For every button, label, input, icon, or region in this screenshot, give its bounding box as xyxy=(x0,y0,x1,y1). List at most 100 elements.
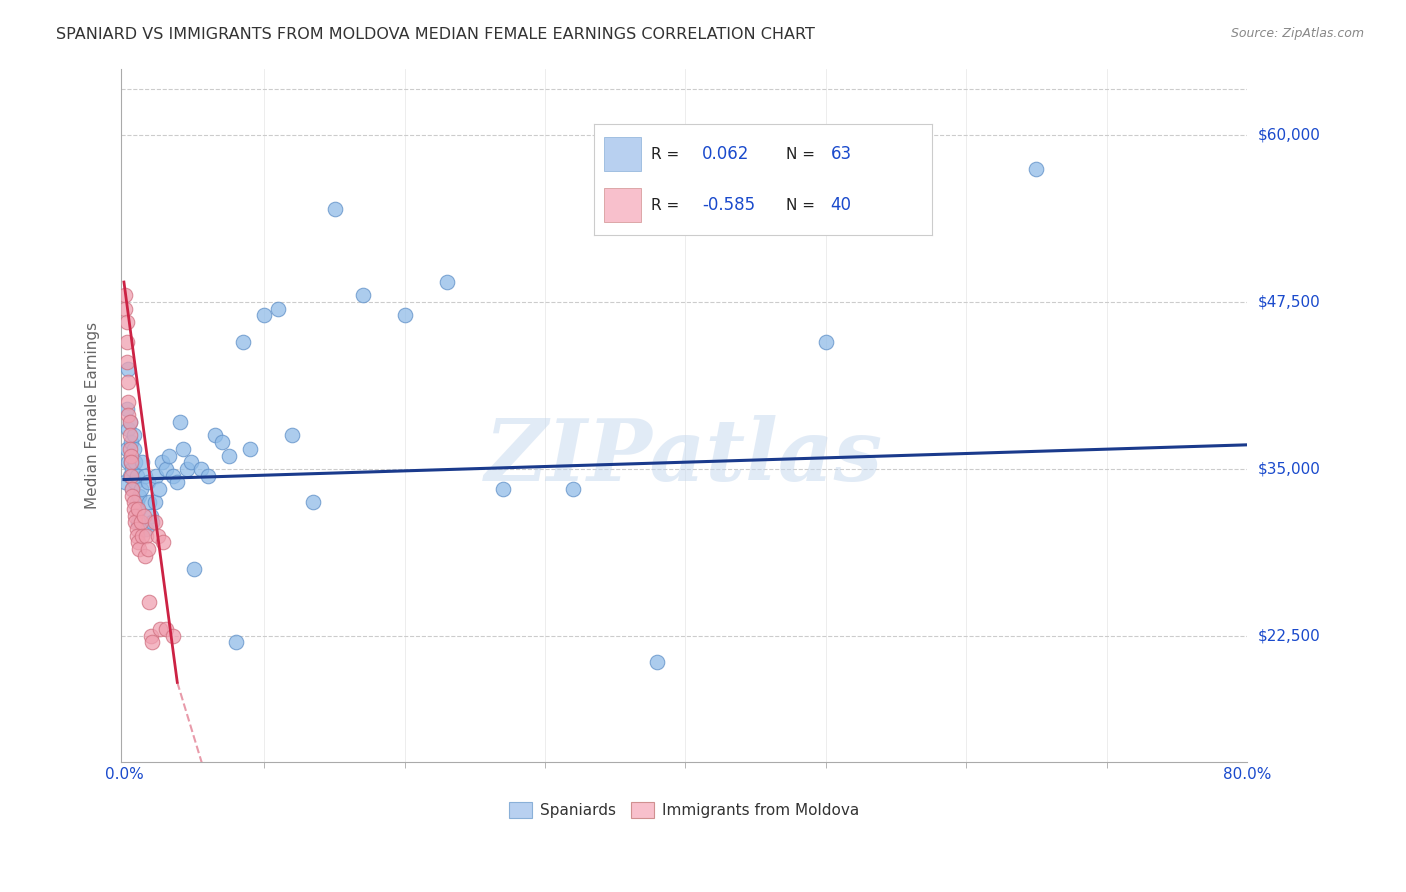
Point xyxy=(118,442,141,456)
Point xyxy=(148,482,170,496)
Point xyxy=(125,495,148,509)
Point xyxy=(114,288,136,302)
Point xyxy=(117,375,139,389)
Point xyxy=(131,455,153,469)
Point xyxy=(115,335,138,350)
Point xyxy=(253,309,276,323)
Point xyxy=(1025,161,1047,176)
Point xyxy=(180,455,202,469)
Point xyxy=(323,202,346,216)
Point xyxy=(125,522,148,536)
Point xyxy=(120,455,142,469)
Point xyxy=(124,515,146,529)
Point xyxy=(128,489,150,503)
Point xyxy=(232,335,254,350)
Point xyxy=(122,502,145,516)
Point xyxy=(139,629,162,643)
Point xyxy=(118,428,141,442)
Point xyxy=(190,462,212,476)
Point xyxy=(172,442,194,456)
Text: Source: ZipAtlas.com: Source: ZipAtlas.com xyxy=(1230,27,1364,40)
Point xyxy=(121,489,143,503)
Point xyxy=(127,502,149,516)
Point xyxy=(127,535,149,549)
Text: $47,500: $47,500 xyxy=(1258,294,1320,310)
Point xyxy=(225,635,247,649)
Point xyxy=(138,495,160,509)
Point xyxy=(115,401,138,416)
Point xyxy=(122,442,145,456)
Point xyxy=(134,549,156,563)
Point xyxy=(115,442,138,456)
Point xyxy=(143,515,166,529)
Point xyxy=(169,415,191,429)
Point xyxy=(239,442,262,456)
Point xyxy=(138,595,160,609)
Point xyxy=(211,435,233,450)
Point xyxy=(118,415,141,429)
Point xyxy=(129,482,152,496)
Point xyxy=(121,462,143,476)
Text: SPANIARD VS IMMIGRANTS FROM MOLDOVA MEDIAN FEMALE EARNINGS CORRELATION CHART: SPANIARD VS IMMIGRANTS FROM MOLDOVA MEDI… xyxy=(56,27,815,42)
Point xyxy=(394,309,416,323)
Point xyxy=(120,449,142,463)
Point xyxy=(647,656,669,670)
Point xyxy=(115,355,138,369)
Point xyxy=(124,508,146,523)
Text: $60,000: $60,000 xyxy=(1258,128,1322,143)
Point xyxy=(118,468,141,483)
Point xyxy=(218,449,240,463)
Point xyxy=(135,528,157,542)
Point xyxy=(124,475,146,490)
Point xyxy=(121,482,143,496)
Legend: Spaniards, Immigrants from Moldova: Spaniards, Immigrants from Moldova xyxy=(503,796,865,824)
Point xyxy=(204,428,226,442)
Point xyxy=(122,428,145,442)
Point xyxy=(127,515,149,529)
Text: ZIPatlas: ZIPatlas xyxy=(485,416,883,499)
Point xyxy=(139,508,162,523)
Point xyxy=(150,455,173,469)
Point xyxy=(114,475,136,490)
Point xyxy=(302,495,325,509)
Point xyxy=(120,455,142,469)
Text: $22,500: $22,500 xyxy=(1258,628,1320,643)
Point xyxy=(117,361,139,376)
Point xyxy=(155,622,177,636)
Point xyxy=(117,409,139,423)
Point xyxy=(132,508,155,523)
Text: $35,000: $35,000 xyxy=(1258,461,1322,476)
Y-axis label: Median Female Earnings: Median Female Earnings xyxy=(86,322,100,509)
Point xyxy=(117,455,139,469)
Point xyxy=(118,415,141,429)
Point xyxy=(117,395,139,409)
Point xyxy=(157,449,180,463)
Point xyxy=(129,515,152,529)
Point xyxy=(492,482,515,496)
Point xyxy=(125,468,148,483)
Point xyxy=(128,541,150,556)
Point xyxy=(152,535,174,549)
Point xyxy=(114,301,136,316)
Point xyxy=(162,629,184,643)
Point xyxy=(115,315,138,329)
Point xyxy=(281,428,304,442)
Point xyxy=(120,435,142,450)
Point xyxy=(136,475,159,490)
Point xyxy=(124,455,146,469)
Point xyxy=(162,468,184,483)
Point xyxy=(436,275,458,289)
Point xyxy=(136,541,159,556)
Point xyxy=(135,522,157,536)
Point xyxy=(176,462,198,476)
Point xyxy=(146,528,169,542)
Point xyxy=(143,495,166,509)
Point xyxy=(125,528,148,542)
Point xyxy=(149,622,172,636)
Point xyxy=(352,288,374,302)
Point xyxy=(120,468,142,483)
Point xyxy=(117,422,139,436)
Point xyxy=(562,482,585,496)
Point xyxy=(131,528,153,542)
Point xyxy=(141,515,163,529)
